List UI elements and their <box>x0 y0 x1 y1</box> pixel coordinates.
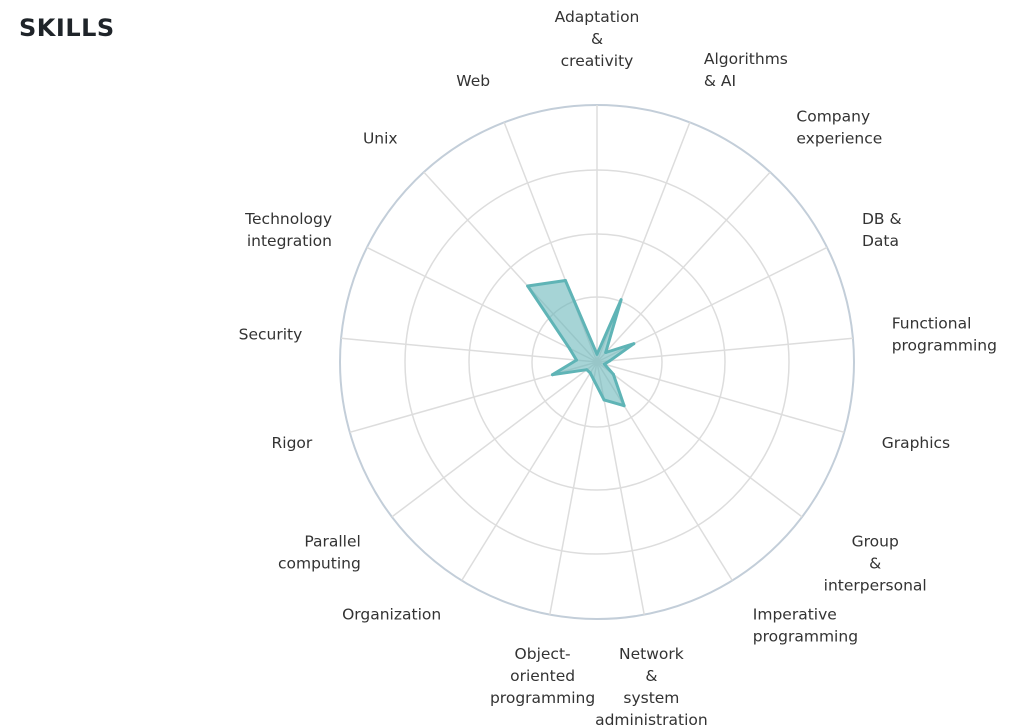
radar-spoke-company-experience <box>596 171 771 363</box>
axis-label-functional-programming: Functional programming <box>892 315 997 355</box>
radar-point-technology-integration <box>567 346 571 350</box>
axis-label-imperative-programming: Imperative programming <box>753 606 858 646</box>
radar-spoke-parallel-computing <box>391 361 598 518</box>
radar-point-organization <box>588 371 592 375</box>
radar-series-area <box>526 279 636 408</box>
axis-label-group-and-interpersonal: Group & interpersonal <box>824 532 927 594</box>
axis-label-graphics: Graphics <box>882 434 950 452</box>
radar-point-company-experience <box>604 351 608 354</box>
radar-point-db-and-data <box>632 342 636 346</box>
axis-label-web: Web <box>456 72 490 90</box>
page-title: SKILLS <box>19 14 115 42</box>
axis-label-technology-integration: Technology integration <box>244 210 332 250</box>
radar-spoke-graphics <box>596 361 845 434</box>
radar-point-rigor <box>551 373 554 377</box>
axis-label-security: Security <box>239 326 303 344</box>
radar-point-functional-programming <box>608 359 612 363</box>
radar-point-algorithms-and-ai <box>619 298 623 302</box>
radar-spoke-db-and-data <box>596 246 828 363</box>
axis-label-company-experience: Company experience <box>796 107 882 147</box>
radar-point-adaptation-and-creativity <box>595 352 599 356</box>
axis-label-network-and-system-administration: Network & system administration <box>595 645 708 728</box>
radar-spoke-technology-integration <box>366 246 598 363</box>
radar-series <box>526 279 636 408</box>
radar-spoke-group-and-interpersonal <box>596 361 803 518</box>
radar-spoke-network-and-system-administration <box>596 361 645 615</box>
axis-label-parallel-computing: Parallel computing <box>278 532 361 572</box>
axis-labels: Adaptation & creativity Algorithms & AICompa… <box>239 8 997 728</box>
radar-spoke-object-oriented-programming <box>549 361 598 615</box>
axis-label-rigor: Rigor <box>272 434 313 452</box>
radar-point-group-and-interpersonal <box>611 372 615 376</box>
axis-label-unix: Unix <box>363 129 398 147</box>
radar-spoke-security <box>341 337 598 363</box>
axis-label-organization: Organization <box>342 606 441 624</box>
axis-label-object-oriented-programming: Object-oriented programming <box>490 645 595 707</box>
axis-label-adaptation-and-creativity: Adaptation & creativity <box>555 8 640 70</box>
radar-spoke-functional-programming <box>596 337 853 363</box>
radar-point-imperative-programming <box>622 404 626 408</box>
radar-point-network-and-system-administration <box>602 398 606 402</box>
radar-point-web <box>563 279 567 282</box>
radar-point-security <box>575 358 578 362</box>
radar-spoke-organization <box>461 361 598 581</box>
axis-label-algorithms-and-ai: Algorithms & AI <box>704 50 788 90</box>
radar-point-unix <box>526 284 530 288</box>
radar-point-object-oriented-programming <box>592 378 596 382</box>
radar-point-graphics <box>602 362 606 366</box>
radar-point-parallel-computing <box>585 368 589 372</box>
axis-label-db-and-data: DB & Data <box>862 210 902 250</box>
